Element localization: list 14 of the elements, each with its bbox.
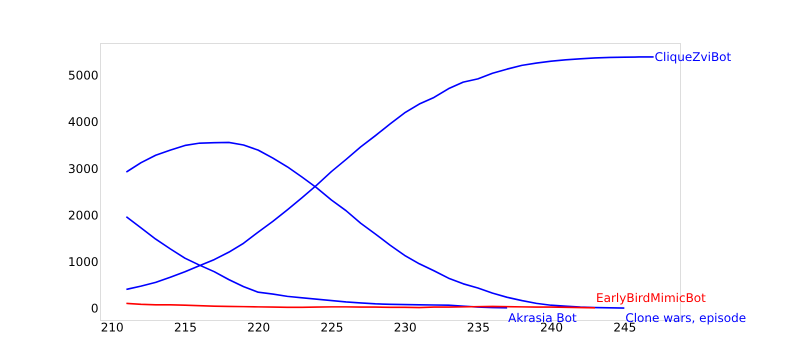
y-tick-label: 1000 (68, 254, 98, 269)
y-tick-label: 0 (90, 302, 98, 316)
y-tick-label: 3000 (68, 162, 98, 176)
y-tick-label: 4000 (68, 115, 98, 130)
y-tick-label: 2000 (68, 208, 98, 222)
x-tick-label: 215 (174, 320, 197, 334)
y-tick-label: 5000 (68, 68, 98, 83)
x-tick-label: 220 (247, 320, 270, 334)
x-tick-label: 235 (466, 320, 490, 334)
series-label: CliqueZviBot (654, 50, 732, 64)
x-tick-label: 210 (100, 320, 124, 334)
x-tick-label: 225 (320, 320, 344, 334)
x-tick-label: 230 (394, 320, 417, 334)
series-label: EarlyBirdMimicBot (596, 290, 706, 305)
